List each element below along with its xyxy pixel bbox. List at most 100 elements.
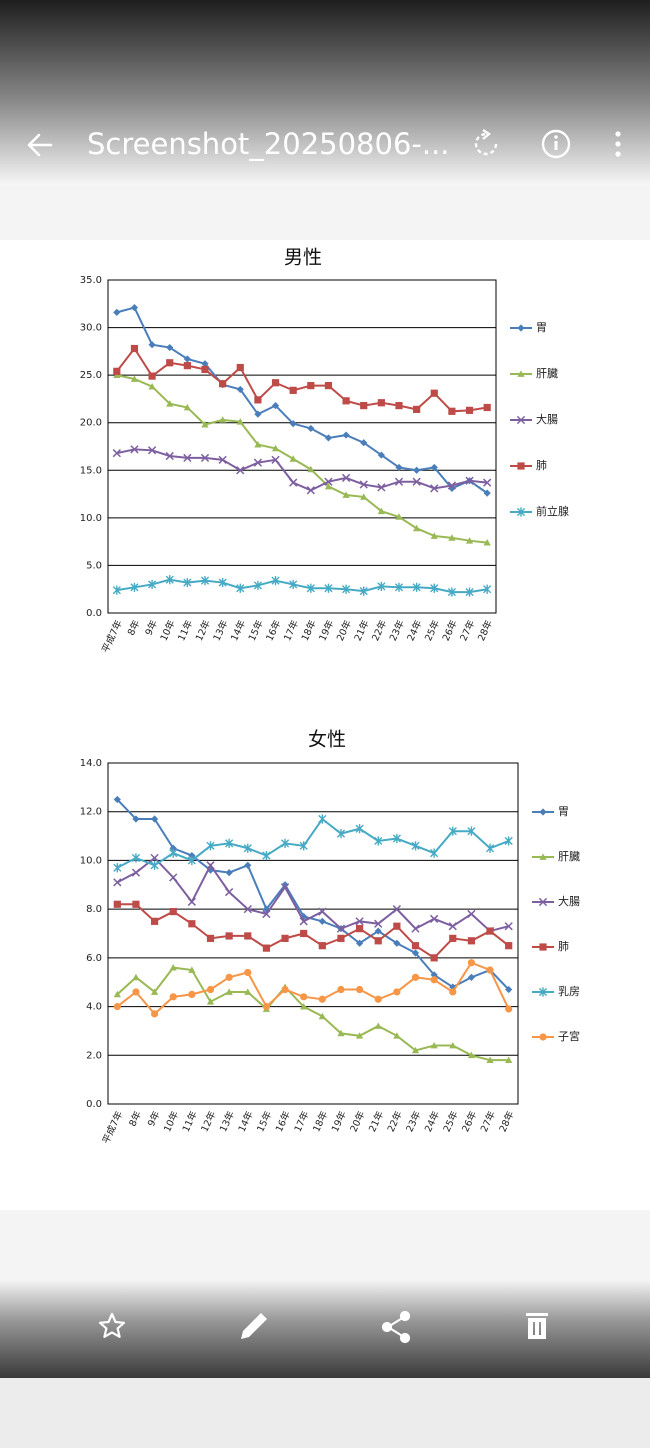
point (374, 937, 382, 945)
point (393, 939, 401, 947)
rotate-button[interactable] (474, 129, 498, 156)
line (116, 961, 510, 1016)
point (169, 993, 177, 1001)
pencil-icon (241, 1313, 267, 1339)
point (394, 582, 404, 592)
point (336, 924, 346, 933)
x-tick-label: 10年 (158, 618, 178, 643)
point (289, 579, 298, 590)
y-tick-label: 10.0 (80, 513, 102, 524)
point (150, 1010, 159, 1018)
x-tick-label: 22年 (385, 1109, 405, 1134)
legend-marker (517, 462, 525, 470)
line (116, 856, 509, 933)
info-stem (554, 141, 558, 150)
point (169, 964, 177, 971)
point (505, 985, 513, 994)
point (377, 507, 385, 515)
point (236, 363, 244, 372)
more-button[interactable] (615, 131, 621, 157)
point (219, 416, 227, 423)
favorite-button[interactable] (98, 1312, 126, 1338)
point (188, 920, 196, 928)
trash-body (528, 1318, 546, 1339)
x-tick-label: 20年 (348, 1109, 368, 1134)
point (430, 954, 438, 962)
point (430, 976, 438, 984)
point (413, 524, 421, 532)
x-tick-label: 15年 (254, 1109, 274, 1134)
delete-button[interactable] (526, 1313, 548, 1339)
point (113, 367, 121, 375)
point (413, 405, 421, 413)
series (112, 575, 492, 597)
point (244, 932, 252, 940)
point (280, 838, 290, 848)
back-button[interactable] (27, 133, 53, 157)
point (147, 446, 157, 455)
point (448, 534, 456, 541)
edit-button[interactable] (241, 1313, 267, 1339)
legend-marker (539, 808, 547, 816)
point (337, 1029, 345, 1037)
x-tick-label: 19年 (329, 1109, 349, 1134)
point (449, 983, 457, 991)
point (300, 993, 308, 1001)
x-tick-label: 11年 (180, 1109, 200, 1134)
point (253, 458, 263, 467)
chart-title: 女性 (308, 729, 346, 751)
point (187, 855, 196, 866)
x-tick-label: 8年 (126, 1109, 144, 1129)
point (188, 851, 196, 860)
x-tick-label: 22年 (369, 618, 389, 643)
share-button[interactable] (381, 1310, 411, 1344)
x-tick-label: 12年 (198, 1109, 218, 1134)
point (188, 990, 196, 998)
point (206, 998, 215, 1005)
point (113, 795, 121, 804)
point (253, 580, 263, 591)
point (392, 905, 401, 914)
point (271, 379, 280, 387)
point (411, 942, 420, 950)
x-tick-label: 13年 (217, 1109, 237, 1134)
point (271, 444, 280, 452)
legend-label: 大腸 (536, 412, 558, 426)
point (281, 985, 289, 994)
point (430, 583, 439, 593)
point (377, 399, 385, 407)
legend-marker (538, 897, 548, 907)
series (113, 814, 513, 873)
point (225, 887, 234, 897)
point (165, 451, 174, 461)
dot (615, 131, 621, 137)
point (300, 1002, 308, 1010)
point (342, 397, 350, 405)
point (374, 927, 382, 935)
y-tick-label: 14.0 (80, 758, 102, 769)
y-tick-label: 35.0 (80, 275, 102, 286)
info-icon (541, 129, 571, 159)
point (504, 922, 513, 931)
point (355, 824, 364, 834)
point (360, 493, 368, 500)
point (360, 439, 368, 447)
point (395, 463, 403, 472)
x-tick-label: 17年 (281, 618, 301, 643)
x-tick-label: 26年 (459, 1109, 479, 1134)
point (318, 814, 327, 824)
back-icon (27, 133, 53, 157)
info-button[interactable] (541, 129, 571, 159)
point (166, 359, 174, 367)
point (465, 406, 474, 414)
x-tick-label: 14年 (228, 618, 248, 643)
point (206, 861, 215, 870)
point (200, 453, 210, 463)
share-node (381, 1321, 393, 1333)
point (281, 881, 289, 889)
series (113, 303, 491, 497)
x-tick-label: 24年 (422, 1109, 442, 1134)
point (150, 860, 159, 870)
